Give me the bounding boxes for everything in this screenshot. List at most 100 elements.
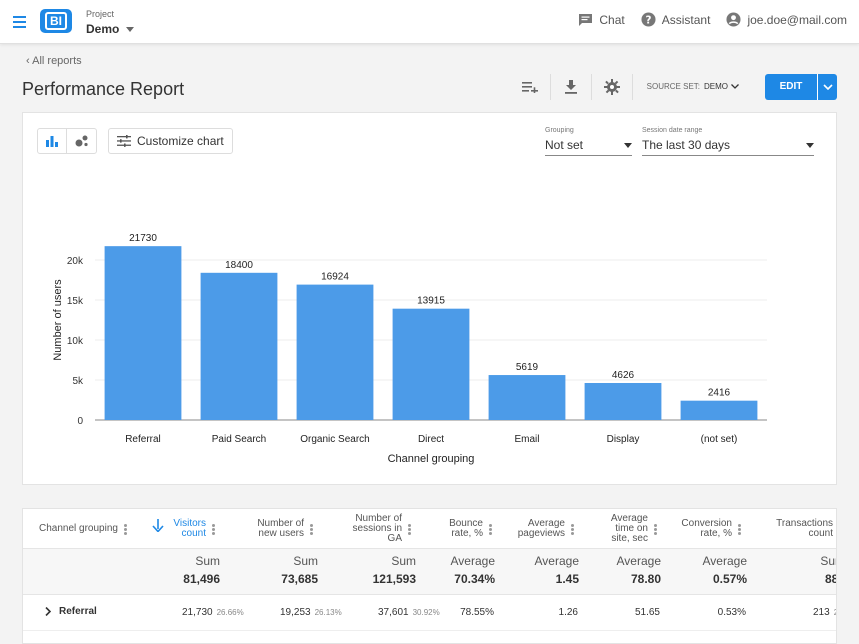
y-tick-label: 5k (72, 376, 84, 387)
chevron-down-icon (731, 84, 739, 89)
bar-value-label: 13915 (417, 296, 445, 307)
cell-value: 0.53% (717, 607, 746, 618)
column-header[interactable]: Bounce rate, % (447, 509, 492, 549)
x-axis-title: Channel grouping (388, 453, 475, 465)
all-reports-link[interactable]: ‹ All reports (26, 55, 82, 67)
edit-button[interactable]: EDIT (765, 73, 817, 100)
total-aggregation-label: Sum (195, 554, 220, 568)
totals-row: Sum 81,496 Sum 73,685 Sum 121,593 Average 70.34… (23, 549, 836, 595)
user-email: joe.doe@mail.com (747, 12, 847, 27)
bar (488, 375, 566, 420)
column-header[interactable]: Average time on site, sec (602, 509, 657, 549)
column-header[interactable]: Conversion rate, % (681, 509, 741, 549)
cell-value: 51.65 (634, 607, 660, 618)
total-value: 70.34% (454, 572, 495, 586)
bar (104, 246, 182, 420)
source-set-selector[interactable]: DEMO (704, 82, 739, 91)
chevron-right-icon[interactable] (45, 607, 51, 616)
chevron-down-icon (624, 142, 632, 148)
cell-percentage: 26.66% (216, 608, 244, 617)
total-value: 1.45 (555, 572, 579, 586)
column-menu-icon[interactable] (738, 523, 741, 535)
settings-button[interactable] (596, 73, 628, 100)
x-tick-label: Paid Search (212, 434, 266, 445)
bar-chart-view-button[interactable] (38, 129, 67, 153)
hamburger-menu-icon[interactable] (10, 12, 30, 32)
column-header[interactable]: Transactions count (763, 509, 833, 549)
back-label: All reports (32, 55, 82, 67)
column-header[interactable]: Visitors count (155, 509, 215, 549)
table-cell: 0.53% (718, 607, 746, 618)
date-range-dropdown[interactable]: Session date range The last 30 days (642, 127, 814, 156)
edit-options-button[interactable] (817, 73, 837, 100)
total-aggregation-label: Average (702, 554, 747, 568)
bar-chart: 0 5k 10k 15k 20k 21730 Referral 18400 Paid Searc… (52, 233, 767, 465)
chart-card: Customize chart Grouping Not set Session… (22, 112, 837, 485)
column-menu-icon[interactable] (489, 523, 492, 535)
column-header-label: Transactions count (776, 518, 833, 539)
scatter-view-button[interactable] (67, 129, 96, 153)
bubble-chart-icon (75, 135, 88, 147)
y-tick-label: 0 (77, 416, 83, 427)
svg-text:?: ? (645, 14, 651, 26)
chevron-down-icon (126, 26, 135, 32)
total-aggregation-label: Sum (293, 554, 318, 568)
divider (631, 73, 633, 100)
user-menu[interactable]: joe.doe@mail.com (726, 12, 847, 27)
y-tick-label: 20k (67, 256, 84, 267)
column-menu-icon[interactable] (408, 523, 411, 535)
column-header[interactable]: Number of new users (248, 509, 313, 549)
customize-chart-button[interactable]: Customize chart (108, 128, 233, 154)
divider (549, 73, 551, 100)
cell-percentage: 26.13% (314, 608, 342, 617)
column-menu-icon[interactable] (123, 523, 127, 535)
column-header-label: Visitors count (173, 518, 206, 539)
bar-value-label: 18400 (225, 260, 253, 271)
column-header-label: Conversion rate, % (681, 518, 732, 539)
column-header[interactable]: Number of sessions in GA (349, 509, 411, 549)
column-menu-icon[interactable] (654, 523, 657, 535)
project-selector[interactable]: Demo (86, 22, 135, 36)
total-aggregation-label: Sum (391, 554, 416, 568)
x-tick-label: (not set) (701, 434, 738, 445)
add-to-playlist-button[interactable] (514, 73, 546, 100)
logo-text: BI (45, 12, 67, 30)
table-cell: 37,601 30.92% (378, 607, 440, 618)
cell-value: 78.55% (460, 607, 494, 618)
top-bar: BI Project Demo Chat ? Assistant joe.doe… (0, 0, 859, 44)
table-row[interactable]: Referral 21,730 26.66% 19,253 26.13% 37,601 30… (23, 595, 836, 631)
total-value: 883 (824, 572, 836, 586)
assistant-button[interactable]: ? Assistant (641, 12, 711, 27)
cell-value: 21,730 (182, 607, 213, 618)
app-logo[interactable]: BI (40, 9, 72, 33)
y-tick-label: 10k (67, 336, 84, 347)
page-title: Performance Report (22, 79, 185, 99)
assistant-label: Assistant (661, 12, 711, 27)
bar (200, 272, 278, 420)
column-header-label: Bounce rate, % (449, 518, 483, 539)
column-menu-icon[interactable] (212, 523, 215, 535)
column-header-label: Average time on site, sec (610, 513, 648, 544)
cell-percentage: 30.92% (412, 608, 440, 617)
bar (392, 308, 470, 420)
grouping-dropdown[interactable]: Grouping Not set (545, 127, 632, 156)
column-menu-icon[interactable] (571, 523, 574, 535)
download-button[interactable] (555, 73, 587, 100)
x-tick-label: Direct (418, 434, 444, 445)
table-header: Channel grouping Visitors count Number of … (23, 509, 836, 549)
sort-descending-icon[interactable] (152, 519, 164, 532)
report-table: Channel grouping Visitors count Number of … (22, 508, 837, 644)
table-cell: 21,730 26.66% (182, 607, 244, 618)
column-header[interactable]: Average pageviews (514, 509, 574, 549)
total-aggregation-label: Average (450, 554, 495, 568)
column-header-label: Number of sessions in GA (352, 513, 402, 544)
table-cell: 213 24.12% (813, 607, 836, 618)
chat-icon (579, 13, 593, 26)
chevron-left-icon: ‹ (26, 55, 33, 67)
column-header[interactable]: Channel grouping (39, 509, 129, 549)
column-menu-icon[interactable] (310, 523, 313, 535)
chevron-down-icon (822, 83, 833, 90)
chat-button[interactable]: Chat (578, 13, 625, 27)
source-set-label: SOURCE SET: (646, 82, 700, 91)
help-icon: ? (641, 12, 656, 27)
